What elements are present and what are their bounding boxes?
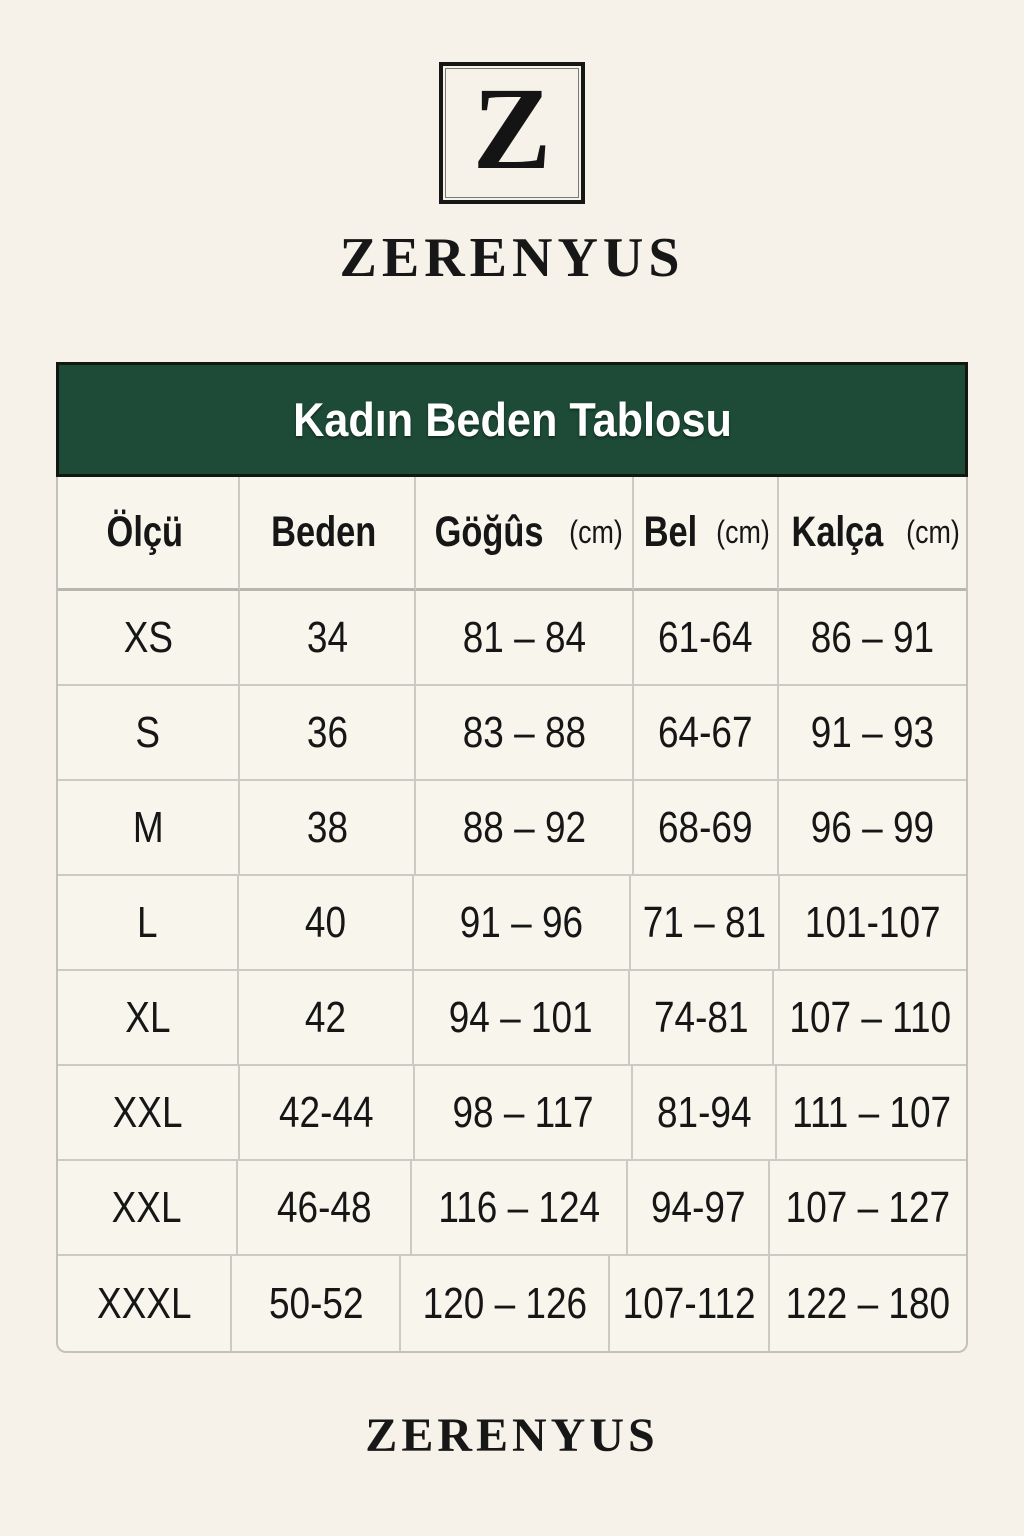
cell-olcu: XXL — [58, 1066, 240, 1161]
cell-olcu: L — [58, 876, 240, 971]
size-chart-title-bar: Kadın Beden Tablosu — [56, 362, 968, 477]
cell-gogus: 120 – 126 — [401, 1256, 611, 1351]
cell-beden: 42-44 — [239, 1066, 416, 1161]
table-row-xxl-1: XXL 42-44 98 – 117 81-94 111 – 107 — [58, 1066, 966, 1161]
cell-bel: 68-69 — [634, 781, 779, 876]
cell-beden: 34 — [240, 591, 417, 686]
cell-bel: 61-64 — [634, 591, 779, 686]
cell-gogus: 88 – 92 — [416, 781, 635, 876]
cell-bel: 74-81 — [630, 971, 774, 1066]
cell-bel: 107-112 — [610, 1256, 771, 1351]
table-row-l: L 40 91 – 96 71 – 81 101-107 — [58, 876, 966, 971]
cell-kalca: 107 – 110 — [773, 971, 966, 1066]
cell-beden: 36 — [240, 686, 417, 781]
column-header-beden: Beden — [240, 477, 417, 591]
size-table: Ölçü Beden Göğûs (cm) Bel (cm) Kalça (cm) X… — [56, 477, 968, 1353]
table-row-xs: XS 34 81 – 84 61-64 86 – 91 — [58, 591, 966, 686]
cell-gogus: 94 – 101 — [413, 971, 631, 1066]
cell-bel: 81-94 — [632, 1066, 777, 1161]
brand-logo-box: Z — [439, 62, 585, 204]
cell-kalca: 86 – 91 — [778, 591, 966, 686]
cell-bel: 64-67 — [634, 686, 779, 781]
table-header-row: Ölçü Beden Göğûs (cm) Bel (cm) Kalça (cm) — [58, 477, 966, 591]
cell-kalca: 96 – 99 — [778, 781, 966, 876]
cell-beden: 46-48 — [238, 1161, 413, 1256]
table-row-m: M 38 88 – 92 68-69 96 – 99 — [58, 781, 966, 876]
brand-logo-z-letter: Z — [472, 63, 552, 194]
brand-wordmark: ZERENYUS — [339, 227, 685, 289]
cell-olcu: XXL — [58, 1161, 239, 1256]
cell-kalca: 91 – 93 — [778, 686, 966, 781]
cell-olcu: XS — [58, 591, 241, 686]
column-header-olcu: Ölçü — [58, 477, 241, 591]
table-row-xl: XL 42 94 – 101 74-81 107 – 110 — [58, 971, 966, 1066]
table-row-s: S 36 83 – 88 64-67 91 – 93 — [58, 686, 966, 781]
cell-olcu: XXXL — [58, 1256, 233, 1351]
cell-olcu: S — [58, 686, 241, 781]
size-chart-title: Kadın Beden Tablosu — [292, 393, 732, 446]
column-header-gogus: Göğûs (cm) — [416, 477, 635, 591]
table-row-xxxl: XXXL 50-52 120 – 126 107-112 122 – 180 — [58, 1256, 966, 1351]
footer-wordmark: ZERENYUS — [365, 1409, 659, 1462]
cell-kalca: 111 – 107 — [776, 1066, 966, 1161]
cell-gogus: 91 – 96 — [414, 876, 632, 971]
cell-kalca: 122 – 180 — [785, 1278, 951, 1328]
cell-gogus: 81 – 84 — [416, 591, 635, 686]
cell-olcu: XL — [58, 971, 239, 1066]
cell-gogus: 116 – 124 — [412, 1161, 628, 1256]
cell-bel: 94-97 — [627, 1161, 771, 1256]
column-header-kalca: Kalça (cm) — [778, 477, 966, 591]
cell-gogus: 98 – 117 — [415, 1066, 633, 1161]
cell-kalca: 101-107 — [779, 876, 966, 971]
cell-beden: 42 — [238, 971, 414, 1066]
cell-olcu: M — [58, 781, 241, 876]
cell-beden: 50-52 — [232, 1256, 402, 1351]
cell-bel: 71 – 81 — [631, 876, 780, 971]
table-row-xxl-2: XXL 46-48 116 – 124 94-97 107 – 127 — [58, 1161, 966, 1256]
column-header-bel: Bel (cm) — [634, 477, 779, 591]
cell-kalca: 107 – 127 — [770, 1161, 966, 1256]
cell-beden: 38 — [240, 781, 417, 876]
cell-beden: 40 — [239, 876, 415, 971]
cell-gogus: 83 – 88 — [416, 686, 635, 781]
